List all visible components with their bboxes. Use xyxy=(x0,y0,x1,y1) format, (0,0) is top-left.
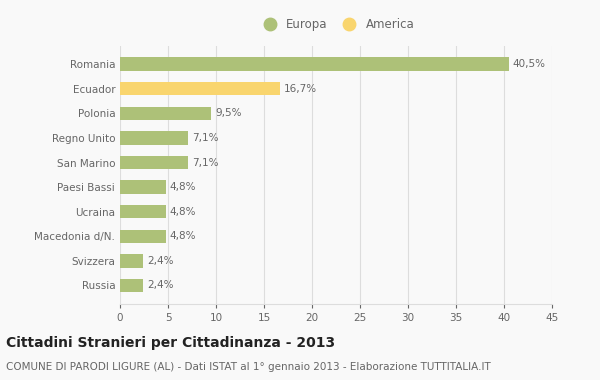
Text: 4,8%: 4,8% xyxy=(170,231,196,241)
Bar xyxy=(120,156,188,169)
Bar xyxy=(120,131,188,145)
Bar xyxy=(120,180,166,194)
Bar xyxy=(120,106,211,120)
Bar xyxy=(120,254,143,268)
Text: COMUNE DI PARODI LIGURE (AL) - Dati ISTAT al 1° gennaio 2013 - Elaborazione TUTT: COMUNE DI PARODI LIGURE (AL) - Dati ISTA… xyxy=(6,362,491,372)
Text: Cittadini Stranieri per Cittadinanza - 2013: Cittadini Stranieri per Cittadinanza - 2… xyxy=(6,336,335,350)
Bar xyxy=(120,279,143,292)
Bar xyxy=(120,230,166,243)
Text: 16,7%: 16,7% xyxy=(284,84,317,94)
Text: 4,8%: 4,8% xyxy=(170,207,196,217)
Text: 4,8%: 4,8% xyxy=(170,182,196,192)
Text: 2,4%: 2,4% xyxy=(147,256,173,266)
Bar xyxy=(120,205,166,218)
Text: 7,1%: 7,1% xyxy=(192,157,218,168)
Legend: Europa, America: Europa, America xyxy=(258,18,414,31)
Text: 2,4%: 2,4% xyxy=(147,280,173,290)
Text: 9,5%: 9,5% xyxy=(215,108,242,118)
Text: 40,5%: 40,5% xyxy=(512,59,545,69)
Bar xyxy=(120,57,509,71)
Bar xyxy=(120,82,280,95)
Text: 7,1%: 7,1% xyxy=(192,133,218,143)
